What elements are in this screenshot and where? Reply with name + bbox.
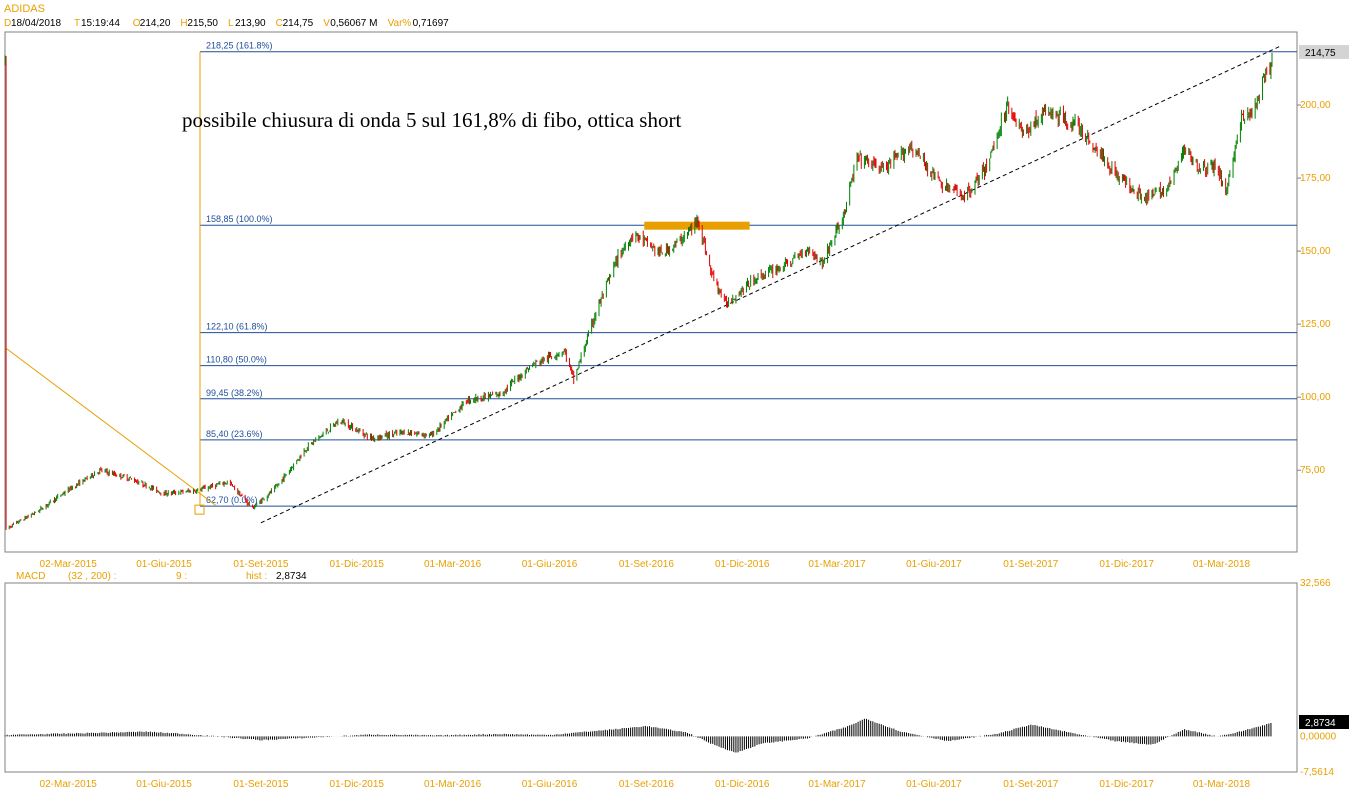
wave-line[interactable] [4, 347, 216, 506]
date-tick-label: 01-Mar-2016 [424, 559, 482, 570]
macd-tick-label: -7,5614 [1300, 767, 1334, 778]
support-trendline[interactable] [260, 46, 1280, 524]
date-tick-label: 01-Giu-2015 [136, 559, 192, 570]
macd-label: MACD [16, 571, 45, 582]
date-tick-label: 01-Set-2015 [233, 779, 288, 790]
ohlc-field-label: L [228, 18, 234, 29]
price-date-axis[interactable]: 02-Mar-2015 01-Giu-2015 01-Set-2015 01-Dic-… [40, 559, 1251, 570]
fibonacci-retracement[interactable]: 218,25 (161.8%) 158,85 (100.0%) 122,10 (61… [194, 41, 1297, 515]
symbol-title: ADIDAS [4, 3, 45, 15]
ohlc-field-value: 0,71697 [413, 18, 450, 29]
last-price-tag: 214,75 [1305, 48, 1336, 59]
price-tick-label: 100,00 [1300, 392, 1331, 403]
price-tick-label: 200,00 [1300, 100, 1331, 111]
fibo-level-label: 62,70 (0.0%) [206, 495, 258, 505]
date-tick-label: 01-Dic-2015 [330, 779, 385, 790]
date-tick-label: 02-Mar-2015 [40, 559, 98, 570]
fibo-level-label: 85,40 (23.6%) [206, 429, 263, 439]
fibo-level-label: 218,25 (161.8%) [206, 41, 273, 51]
date-tick-label: 01-Dic-2017 [1099, 779, 1154, 790]
fibo-level-label: 99,45 (38.2%) [206, 388, 263, 398]
macd-tick-label: 0,00000 [1300, 731, 1337, 742]
ohlc-field-value: 215,50 [187, 18, 218, 29]
date-tick-label: 01-Set-2015 [233, 559, 288, 570]
price-panel[interactable] [4, 31, 1298, 553]
fibo-level-label: 122,10 (61.8%) [206, 322, 268, 332]
fibo-level-label: 110,80 (50.0%) [206, 355, 267, 365]
ohlc-readout: D 18/04/2018 T 15:19:44 O 214,20 H 215,50 L 213,9… [4, 18, 449, 29]
macd-hist-value: 2,8734 [276, 571, 307, 582]
date-tick-label: 01-Mar-2016 [424, 779, 482, 790]
candlestick-series [4, 52, 1273, 530]
macd-tick-label: 32,566 [1300, 578, 1331, 589]
date-tick-label: 01-Giu-2016 [522, 779, 578, 790]
ohlc-field-value: 214,20 [140, 18, 171, 29]
ohlc-field-label: H [180, 18, 187, 29]
macd-signal: 9 : [176, 571, 187, 582]
date-tick-label: 01-Dic-2016 [715, 559, 770, 570]
date-tick-label: 01-Set-2016 [619, 779, 674, 790]
date-tick-label: 01-Giu-2017 [906, 559, 962, 570]
fibo-anchor-handle[interactable] [194, 504, 205, 515]
ohlc-field-value: 18/04/2018 [11, 18, 61, 29]
date-tick-label: 01-Giu-2016 [522, 559, 578, 570]
date-tick-label: 01-Set-2017 [1003, 559, 1058, 570]
macd-date-axis[interactable]: 02-Mar-2015 01-Giu-2015 01-Set-2015 01-Dic-… [40, 779, 1251, 790]
macd-value-axis[interactable]: 32,566 0,00000 -7,5614 [1300, 578, 1337, 778]
date-tick-label: 01-Mar-2018 [1193, 779, 1251, 790]
date-tick-label: 01-Dic-2015 [330, 559, 385, 570]
macd-histogram [4, 718, 1272, 753]
ohlc-field-label: D [4, 18, 11, 29]
price-tick-label: 150,00 [1300, 246, 1331, 257]
ohlc-field-value: 214,75 [283, 18, 314, 29]
macd-panel[interactable] [4, 582, 1298, 773]
ohlc-field-value: 15:19:44 [81, 18, 120, 29]
price-axis[interactable]: 200,00 175,00 150,00 125,00 100,00 75,00 [1297, 100, 1331, 476]
price-tick-label: 175,00 [1300, 173, 1331, 184]
date-tick-label: 01-Set-2016 [619, 559, 674, 570]
ohlc-field-label: Var% [388, 18, 412, 29]
ohlc-field-label: C [276, 18, 283, 29]
macd-hist-label: hist : [246, 571, 267, 582]
macd-value-tag: 2,8734 [1305, 718, 1336, 729]
macd-value-tag-bg [1299, 715, 1349, 729]
date-tick-label: 01-Mar-2017 [808, 779, 866, 790]
price-tick-label: 75,00 [1300, 465, 1325, 476]
date-tick-label: 01-Dic-2016 [715, 779, 770, 790]
ohlc-field-label: O [133, 18, 141, 29]
ohlc-field-value: 0,56067 M [330, 18, 377, 29]
date-tick-label: 01-Giu-2015 [136, 779, 192, 790]
date-tick-label: 01-Giu-2017 [906, 779, 962, 790]
macd-params: (32 , 200) : [68, 571, 116, 582]
last-price-tag-bg [1299, 45, 1349, 59]
date-tick-label: 02-Mar-2015 [40, 779, 98, 790]
price-tick-label: 125,00 [1300, 319, 1331, 330]
date-tick-label: 01-Set-2017 [1003, 779, 1058, 790]
ohlc-field-label: V [323, 18, 330, 29]
date-tick-label: 01-Mar-2018 [1193, 559, 1251, 570]
date-tick-label: 01-Mar-2017 [808, 559, 866, 570]
ohlc-field-label: T [74, 18, 80, 29]
ohlc-field-value: 213,90 [235, 18, 266, 29]
chart-annotation-text[interactable]: possibile chiusura di onda 5 sul 161,8% … [182, 108, 681, 132]
fibo-level-label: 158,85 (100.0%) [206, 214, 273, 224]
date-tick-label: 01-Dic-2017 [1099, 559, 1154, 570]
